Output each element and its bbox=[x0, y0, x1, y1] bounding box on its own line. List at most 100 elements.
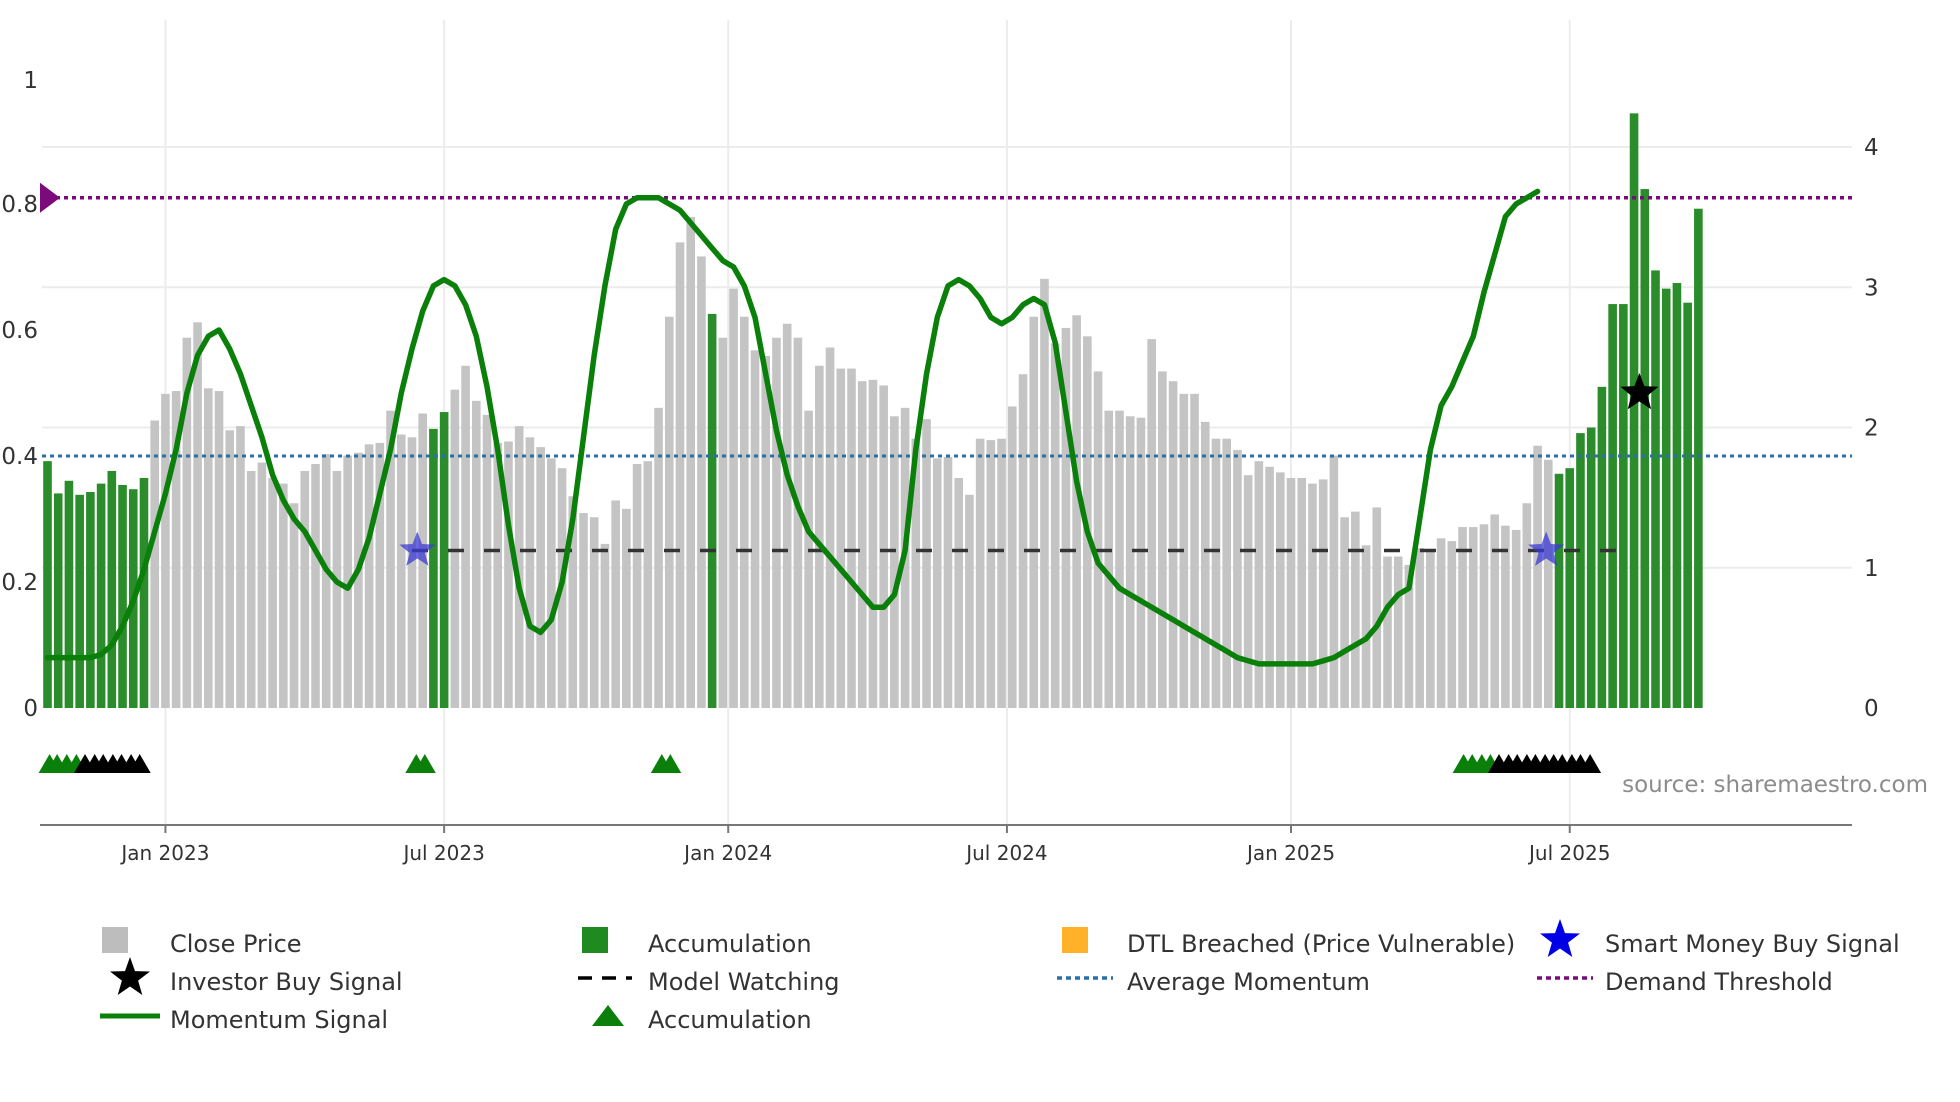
close-price-bar bbox=[836, 368, 846, 708]
close-price-bar bbox=[1447, 541, 1457, 708]
close-price-bar bbox=[1297, 477, 1307, 708]
x-tick-label: Jul 2024 bbox=[964, 841, 1047, 865]
close-price-bar bbox=[482, 414, 492, 708]
close-price-bar bbox=[493, 442, 503, 708]
close-price-bar bbox=[343, 455, 352, 708]
close-price-bar bbox=[171, 391, 181, 708]
close-price-bar bbox=[932, 458, 942, 708]
close-price-bar bbox=[118, 485, 127, 708]
close-price-bar bbox=[664, 316, 674, 708]
close-price-bar bbox=[943, 456, 953, 708]
close-price-bar bbox=[1008, 406, 1017, 708]
close-price-bar bbox=[514, 426, 524, 708]
close-price-bar bbox=[1468, 527, 1478, 708]
close-price-bar bbox=[64, 480, 74, 708]
left-axis-tick-label: 0.4 bbox=[1, 444, 38, 470]
close-price-bar bbox=[1597, 386, 1607, 708]
smart-money-buy-signal bbox=[1528, 531, 1565, 566]
close-price-bar bbox=[825, 347, 835, 708]
close-price-bar bbox=[1018, 374, 1028, 708]
x-tick-label: Jan 2023 bbox=[119, 841, 209, 865]
right-axis-tick-label: 3 bbox=[1864, 275, 1879, 301]
legend-label: DTL Breached (Price Vulnerable) bbox=[1127, 930, 1515, 958]
close-price-bar bbox=[214, 391, 224, 708]
legend-swatch-accumulation bbox=[582, 927, 608, 953]
close-price-bar bbox=[268, 477, 277, 708]
close-price-bar bbox=[697, 256, 706, 708]
close-price-bar bbox=[815, 365, 824, 708]
close-price-bar bbox=[279, 483, 288, 708]
left-axis-tick-label: 1 bbox=[23, 68, 38, 94]
legend-label: Average Momentum bbox=[1127, 968, 1370, 996]
close-price-bar bbox=[793, 337, 803, 708]
close-price-bar bbox=[1672, 283, 1682, 708]
close-price-bar bbox=[675, 242, 685, 708]
close-price-bar bbox=[643, 461, 653, 708]
close-price-bar bbox=[86, 492, 95, 708]
close-price-bar bbox=[868, 379, 878, 708]
legend-item-average-momentum: Average Momentum bbox=[1057, 968, 1370, 996]
signal-markers bbox=[399, 373, 1659, 566]
close-price-bar bbox=[1029, 316, 1039, 708]
close-price-bar bbox=[1158, 371, 1167, 708]
close-price-bar bbox=[707, 313, 717, 708]
close-price-bar bbox=[1190, 393, 1199, 708]
left-axis-tick-label: 0.6 bbox=[1, 318, 38, 344]
close-price-bar bbox=[600, 543, 610, 708]
close-price-bar bbox=[911, 438, 921, 708]
close-price-bar bbox=[654, 407, 663, 708]
close-price-bar bbox=[1329, 455, 1339, 708]
close-price-bar bbox=[1104, 410, 1114, 708]
close-price-bar bbox=[75, 494, 84, 708]
close-price-bar bbox=[1168, 381, 1178, 708]
close-price-bar bbox=[611, 500, 620, 708]
close-price-bar bbox=[729, 288, 738, 708]
close-price-bar bbox=[1361, 545, 1371, 708]
close-price-bar bbox=[1211, 438, 1221, 708]
left-axis-tick-label: 0 bbox=[23, 696, 38, 722]
legend-swatch-smart-money bbox=[1540, 919, 1580, 957]
close-price-bar bbox=[246, 470, 256, 708]
demand-threshold-marker bbox=[40, 182, 60, 213]
legend-label: Accumulation bbox=[648, 1006, 812, 1034]
close-price-bar bbox=[1415, 548, 1424, 708]
close-price-bar bbox=[1136, 417, 1146, 708]
close-price-bar bbox=[461, 365, 470, 708]
x-tick-label: Jul 2023 bbox=[401, 841, 484, 865]
close-price-bar bbox=[225, 430, 235, 708]
close-price-bar bbox=[1200, 421, 1210, 708]
close-price-bar bbox=[890, 416, 899, 708]
close-price-bar bbox=[965, 494, 974, 708]
close-price-bar bbox=[761, 355, 771, 708]
legend-item-close-price: Close Price bbox=[102, 927, 302, 958]
close-price-bar bbox=[182, 337, 192, 708]
close-price-bar bbox=[1265, 466, 1274, 708]
close-price-bar bbox=[547, 458, 556, 708]
close-price-bar bbox=[857, 381, 867, 708]
close-price-bar bbox=[1651, 270, 1660, 708]
legend-label: Close Price bbox=[170, 930, 302, 958]
close-price-bar bbox=[589, 517, 599, 708]
right-axis-tick-label: 1 bbox=[1864, 556, 1879, 582]
investor-buy-signal bbox=[1620, 373, 1659, 410]
close-price-bar bbox=[1694, 208, 1703, 708]
close-price-bar bbox=[579, 513, 588, 708]
close-price-bar bbox=[354, 452, 363, 708]
close-price-bar bbox=[718, 337, 728, 708]
close-price-bar bbox=[236, 426, 245, 708]
close-price-bar bbox=[407, 437, 417, 708]
legend-item-investor-buy: Investor Buy Signal bbox=[110, 957, 403, 996]
close-price-bar bbox=[161, 393, 170, 708]
close-price-bar bbox=[782, 323, 792, 708]
legend-item-demand-threshold: Demand Threshold bbox=[1537, 968, 1833, 996]
close-price-bar bbox=[1383, 556, 1392, 708]
close-price-bar bbox=[1050, 343, 1060, 708]
close-price-bar bbox=[1608, 304, 1617, 708]
legend: Close Price Accumulation DTL Breached (Pri… bbox=[100, 919, 1900, 1034]
close-price-bar bbox=[289, 503, 299, 708]
close-price-bar bbox=[740, 316, 749, 708]
reference-lines bbox=[40, 182, 1852, 553]
close-price-bar bbox=[568, 496, 578, 708]
close-price-bar bbox=[439, 412, 449, 708]
